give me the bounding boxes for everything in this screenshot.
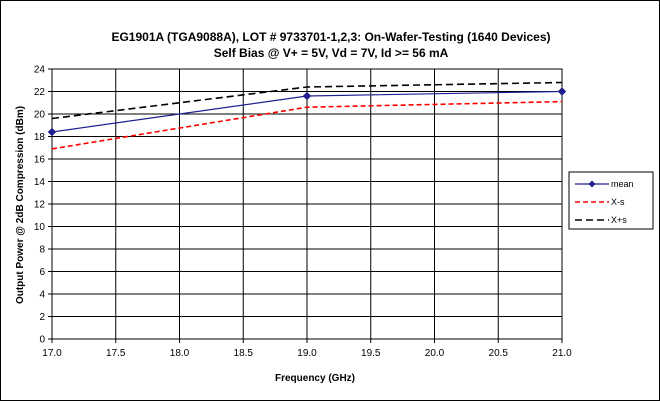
y-tick-label: 10 — [34, 222, 46, 233]
data-point-mean — [557, 87, 567, 96]
y-tick-label: 24 — [34, 65, 46, 76]
legend-box — [568, 171, 654, 230]
y-tick-label: 2 — [39, 312, 45, 323]
legend-label: X-s — [611, 197, 625, 207]
x-tick-label: 20.5 — [489, 348, 509, 359]
data-point-mean — [47, 127, 57, 137]
x-tick-label: 18.0 — [170, 348, 190, 359]
y-tick-label: 20 — [34, 110, 46, 121]
legend-label: X+s — [611, 215, 627, 225]
x-axis-label: Frequency (GHz) — [275, 373, 355, 384]
y-tick-label: 8 — [39, 245, 45, 256]
y-tick-label: 14 — [34, 177, 46, 188]
y-axis-label: Output Power @ 2dB Compression (dBm) — [15, 106, 26, 304]
legend-marker — [588, 180, 596, 188]
x-tick-label: 17.0 — [42, 348, 62, 359]
x-tick-label: 19.5 — [361, 348, 381, 359]
x-tick-label: 17.5 — [106, 348, 126, 359]
x-tick-label: 20.0 — [425, 348, 445, 359]
y-tick-label: 4 — [39, 290, 45, 301]
y-tick-label: 0 — [39, 335, 45, 346]
x-tick-label: 19.0 — [297, 348, 317, 359]
series-line-x-s — [51, 100, 563, 150]
plot-border — [51, 68, 563, 340]
x-tick-label: 18.5 — [234, 348, 254, 359]
y-tick-label: 16 — [34, 155, 46, 166]
data-point-mean — [302, 91, 312, 101]
x-tick-label: 21.0 — [552, 348, 572, 359]
series-line-x-s — [51, 81, 563, 120]
chart-subtitle: Self Bias @ V+ = 5V, Vd = 7V, Id >= 56 m… — [214, 46, 449, 60]
y-tick-label: 18 — [34, 132, 46, 143]
legend-label: mean — [611, 179, 634, 189]
chart-title: EG1901A (TGA9088A), LOT # 9733701-1,2,3:… — [111, 30, 550, 44]
legend: mean X-s X+s — [568, 171, 654, 230]
y-tick-label: 22 — [34, 87, 46, 98]
y-tick-label: 12 — [34, 200, 46, 211]
y-tick-label: 6 — [39, 267, 45, 278]
